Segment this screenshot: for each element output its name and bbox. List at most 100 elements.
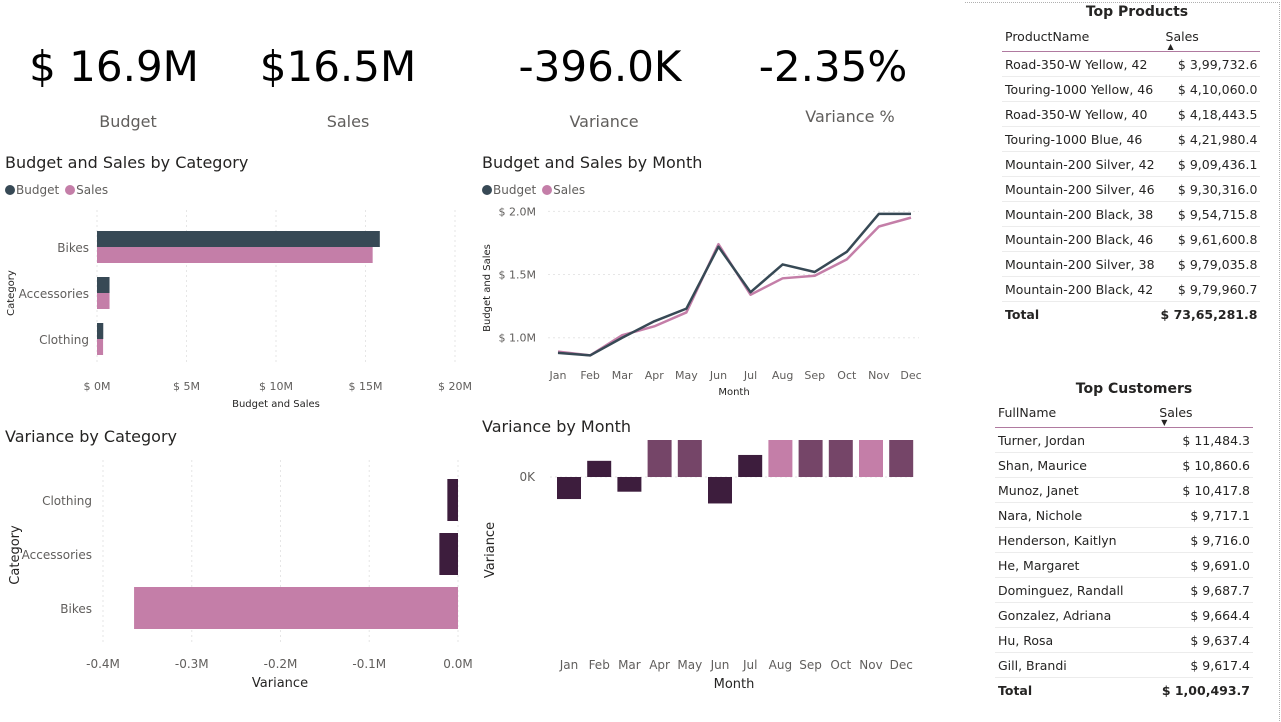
chart-budget-sales-by-month[interactable]: $ 1.0M $ 1.5M $ 2.0M Jan Feb Mar Apr May Jun Jul A… <box>475 200 930 405</box>
table-row[interactable]: Mountain-200 Black, 38 $ 9,54,715.8 <box>1002 201 1261 227</box>
table-row[interactable]: Road-350-W Yellow, 40 $ 4,18,443.5 <box>1002 101 1261 127</box>
x-tick-label: Oct <box>830 658 851 672</box>
cell-name: Road-350-W Yellow, 42 <box>1002 51 1158 77</box>
x-tick-label: $ 5M <box>173 380 200 393</box>
table-row[interactable]: Gill, Brandi $ 9,617.4 <box>995 652 1253 678</box>
column-header-productname[interactable]: ProductName <box>1002 29 1158 52</box>
legend-sales-label: Sales <box>553 183 586 197</box>
kpi-variance-pct-label: Variance % <box>805 107 895 126</box>
kpi-sales-label: Sales <box>326 112 370 131</box>
x-tick-label: -0.4M <box>86 657 120 671</box>
cell-name: Dominguez, Randall <box>995 577 1146 603</box>
chart-variance-by-category[interactable]: -0.4M -0.3M -0.2M -0.1M 0.0M Clothing Accessor… <box>0 450 475 695</box>
bar-variance-jun <box>708 477 732 504</box>
column-header-fullname[interactable]: FullName <box>995 405 1146 428</box>
table-row[interactable]: Henderson, Kaitlyn $ 9,716.0 <box>995 527 1253 553</box>
cell-sales: $ 9,691.0 <box>1145 552 1253 578</box>
cell-name: Mountain-200 Black, 46 <box>1002 226 1158 252</box>
chart-variance-by-month[interactable]: 0K-50K-100KJanFebMarAprMayJunJulAugSepOc… <box>475 440 930 695</box>
x-tick-label: Apr <box>649 658 670 672</box>
kpi-variance-pct-value: -2.35% <box>758 42 908 91</box>
table-row[interactable]: Dominguez, Randall $ 9,687.7 <box>995 577 1253 603</box>
bar-variance-jul <box>738 454 763 477</box>
chart-budget-sales-by-category[interactable]: $ 0M $ 5M $ 10M $ 15M $ 20MBikesAccessoriesC… <box>0 200 475 415</box>
legend-sales-dot <box>542 185 553 195</box>
cell-sales: $ 9,664.4 <box>1145 602 1253 628</box>
top-customers-table[interactable]: FullName Sales ▼ Turner, Jordan $ 11,484.… <box>995 405 1253 702</box>
cell-sales: $ 9,54,715.8 <box>1157 201 1261 227</box>
cell-name: Mountain-200 Black, 42 <box>1002 276 1158 302</box>
table-row[interactable]: Mountain-200 Black, 42 $ 9,79,960.7 <box>1002 276 1261 302</box>
category-label: Clothing <box>42 494 92 508</box>
x-tick-label: Mar <box>618 658 641 672</box>
table-row[interactable]: Mountain-200 Black, 46 $ 9,61,600.8 <box>1002 226 1261 252</box>
total-label: Total <box>995 677 1146 702</box>
table-row[interactable]: Gonzalez, Adriana $ 9,664.4 <box>995 602 1253 628</box>
x-tick-label: -0.3M <box>175 657 209 671</box>
bar-variance-mar <box>617 477 642 492</box>
table-row[interactable]: Shan, Maurice $ 10,860.6 <box>995 452 1253 478</box>
x-tick-label: Mar <box>612 369 633 382</box>
x-tick-label: $ 20M <box>438 380 472 393</box>
x-tick-label: $ 10M <box>259 380 293 393</box>
x-tick-label: Oct <box>837 369 857 382</box>
bar-variance-nov <box>859 440 883 477</box>
chart-title-variance-category: Variance by Category <box>5 427 177 446</box>
bar-variance-apr <box>647 440 672 477</box>
kpi-variance-value: -396.0K <box>518 42 682 91</box>
table-row[interactable]: Touring-1000 Yellow, 46 $ 4,10,060.0 <box>1002 76 1261 102</box>
category-label: Accessories <box>19 287 89 301</box>
cell-sales: $ 9,61,600.8 <box>1157 226 1261 252</box>
cell-name: Gill, Brandi <box>995 652 1146 678</box>
total-label: Total <box>1002 301 1158 326</box>
cell-name: Mountain-200 Black, 38 <box>1002 201 1158 227</box>
table-row[interactable]: Road-350-W Yellow, 42 $ 3,99,732.6 <box>1002 51 1261 77</box>
x-axis-title: Budget and Sales <box>232 399 320 410</box>
cell-sales: $ 9,637.4 <box>1145 627 1253 653</box>
column-header-sales[interactable]: Sales ▼ <box>1145 405 1253 428</box>
x-tick-label: Sep <box>799 658 822 672</box>
cell-name: Hu, Rosa <box>995 627 1146 653</box>
cell-sales: $ 4,10,060.0 <box>1157 76 1261 102</box>
table-row[interactable]: Turner, Jordan $ 11,484.3 <box>995 427 1253 453</box>
table-row[interactable]: Mountain-200 Silver, 42 $ 9,09,436.1 <box>1002 151 1261 177</box>
bar-sales-clothing <box>97 339 104 355</box>
column-header-sales[interactable]: Sales ▲ <box>1157 29 1261 52</box>
top-products-table[interactable]: ProductName Sales ▲ Road-350-W Yellow, 4… <box>1002 29 1261 326</box>
x-tick-label: Jun <box>710 658 730 672</box>
table-row[interactable]: Hu, Rosa $ 9,637.4 <box>995 627 1253 653</box>
table-row[interactable]: He, Margaret $ 9,691.0 <box>995 552 1253 578</box>
x-tick-label: Sep <box>804 369 825 382</box>
total-row: Total $ 1,00,493.7 <box>995 677 1253 702</box>
cell-sales: $ 3,99,732.6 <box>1157 51 1261 77</box>
x-tick-label: Aug <box>772 369 793 382</box>
bar-variance-clothing <box>447 479 458 521</box>
y-tick-label: $ 1.5M <box>499 269 536 282</box>
legend-budget-label: Budget <box>493 183 537 197</box>
x-tick-label: -0.1M <box>352 657 386 671</box>
x-tick-label: $ 15M <box>349 380 383 393</box>
table-row[interactable]: Mountain-200 Silver, 38 $ 9,79,035.8 <box>1002 251 1261 277</box>
table-row[interactable]: Touring-1000 Blue, 46 $ 4,21,980.4 <box>1002 126 1261 152</box>
cell-name: Mountain-200 Silver, 42 <box>1002 151 1158 177</box>
column-header-sales-label: Sales <box>1165 29 1199 44</box>
table-row[interactable]: Munoz, Janet $ 10,417.8 <box>995 477 1253 503</box>
bar-variance-aug <box>768 440 793 477</box>
x-tick-label: $ 0M <box>84 380 111 393</box>
chart-title-category: Budget and Sales by Category <box>5 153 249 172</box>
x-tick-label: Jan <box>559 658 579 672</box>
cell-name: Munoz, Janet <box>995 477 1146 503</box>
y-tick-label: $ 1.0M <box>499 332 536 345</box>
x-tick-label: Dec <box>890 658 913 672</box>
y-tick-label: $ 2.0M <box>499 205 536 218</box>
table-row[interactable]: Mountain-200 Silver, 46 $ 9,30,316.0 <box>1002 176 1261 202</box>
bar-sales-bikes <box>97 247 373 263</box>
top-products-title: Top Products <box>1085 4 1189 20</box>
cell-sales: $ 4,21,980.4 <box>1157 126 1261 152</box>
bar-variance-bikes <box>134 587 458 629</box>
chart-title-variance-month: Variance by Month <box>482 417 632 436</box>
category-label: Bikes <box>57 241 89 255</box>
cell-name: Gonzalez, Adriana <box>995 602 1146 628</box>
table-row[interactable]: Nara, Nichole $ 9,717.1 <box>995 502 1253 528</box>
x-tick-label: Feb <box>580 369 599 382</box>
